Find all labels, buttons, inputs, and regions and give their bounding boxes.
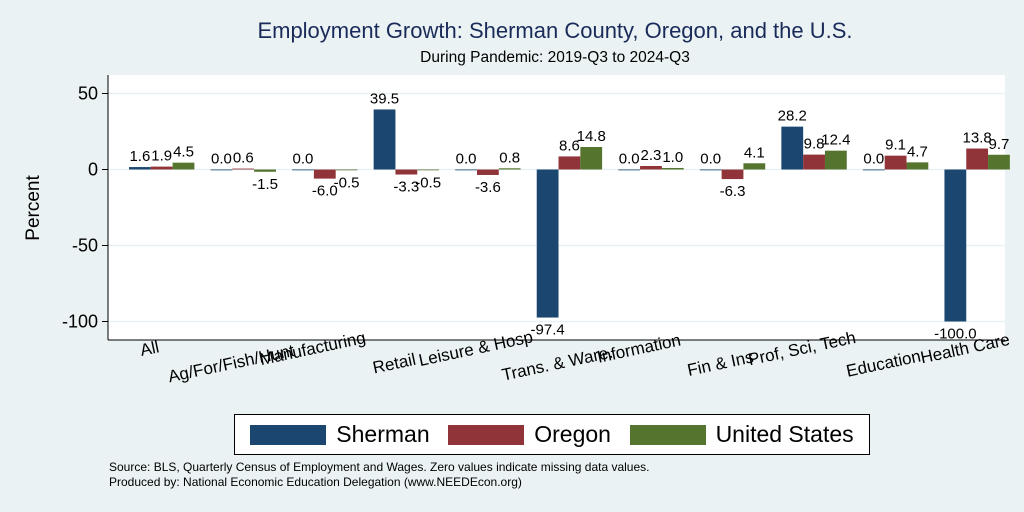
bar-united-states	[988, 154, 1010, 170]
source-note: Source: BLS, Quarterly Census of Employm…	[109, 460, 650, 474]
legend-swatch-oregon	[448, 424, 525, 445]
y-tick-label: 50	[78, 84, 98, 104]
data-label: 4.5	[173, 144, 194, 161]
data-label: 28.2	[778, 108, 807, 125]
bar-sherman	[373, 109, 396, 170]
y-axis-label: Percent	[23, 175, 44, 241]
data-label: -0.5	[334, 174, 360, 191]
data-label: 0.0	[211, 151, 232, 168]
x-tick-label: All	[138, 337, 160, 360]
bar-united-states	[172, 162, 195, 170]
bar-united-states	[906, 162, 929, 170]
bar-oregon	[476, 169, 499, 175]
data-label: 0.0	[456, 151, 477, 168]
x-tick-label: Fin & Ins	[686, 347, 756, 380]
bar-oregon	[803, 154, 825, 170]
data-label: 1.6	[129, 148, 150, 165]
data-label: -100.0	[934, 326, 977, 343]
data-label: 9.7	[989, 136, 1010, 153]
bar-sherman	[455, 169, 477, 171]
bar-united-states	[743, 163, 766, 170]
bar-oregon	[150, 166, 173, 170]
legend-label: Sherman	[336, 421, 430, 447]
bar-oregon	[721, 169, 744, 180]
bar-united-states	[498, 168, 521, 170]
data-label: -3.6	[475, 179, 501, 196]
data-label: 8.6	[559, 137, 580, 154]
chart-subtitle: During Pandemic: 2019-Q3 to 2024-Q3	[420, 49, 690, 66]
data-label: -1.5	[252, 176, 278, 193]
x-tick-label: Education	[845, 346, 923, 380]
bar-united-states	[824, 150, 847, 170]
producer-note: Produced by: National Economic Education…	[109, 475, 522, 489]
legend-label: Oregon	[534, 421, 611, 447]
bar-sherman	[699, 169, 722, 171]
data-label: 1.0	[662, 149, 683, 166]
data-label: 12.4	[821, 132, 850, 149]
bar-sherman	[536, 169, 559, 318]
y-tick-label: 0	[88, 160, 98, 180]
legend-item-united-states: United States	[629, 421, 854, 448]
bar-oregon	[640, 166, 662, 170]
y-ticks: 50 0 -50 -100	[62, 84, 108, 332]
legend: Sherman Oregon United States	[234, 414, 870, 455]
legend-item-oregon: Oregon	[448, 421, 611, 448]
legend-swatch-united-states	[629, 424, 706, 445]
bar-oregon	[395, 169, 418, 175]
data-label: -6.3	[720, 183, 746, 200]
data-labels: 1.6 1.9 4.5 0.0 0.6-1.50.0-6.0-0.539.5-3.3-0…	[129, 90, 1009, 342]
data-label: -0.5	[415, 174, 441, 191]
data-label: 1.9	[151, 148, 172, 165]
bar-sherman	[618, 169, 641, 171]
y-tick-label: -50	[72, 236, 98, 256]
data-label: -3.3	[393, 179, 419, 196]
data-label: -97.4	[531, 322, 565, 339]
data-label: 0.0	[293, 151, 314, 168]
data-label: 13.8	[963, 130, 992, 147]
footer: Source: BLS, Quarterly Census of Employm…	[109, 460, 649, 490]
data-label: 0.6	[233, 150, 254, 167]
bar-sherman	[862, 169, 885, 171]
bars	[129, 109, 1010, 322]
bar-sherman	[944, 169, 967, 322]
legend-item-sherman: Sherman	[250, 421, 430, 448]
bar-united-states	[417, 169, 440, 171]
data-label: 4.7	[907, 143, 928, 160]
data-label: 0.0	[619, 151, 640, 168]
data-label: -6.0	[312, 183, 338, 200]
bar-united-states	[335, 169, 358, 171]
bar-sherman	[210, 169, 233, 171]
legend-swatch-sherman	[250, 424, 327, 445]
data-label: 0.8	[499, 149, 520, 166]
bar-sherman	[129, 167, 151, 170]
chart-title: Employment Growth: Sherman County, Orego…	[257, 18, 853, 43]
data-label: 0.0	[863, 151, 884, 168]
data-label: 0.0	[700, 151, 721, 168]
data-label: 9.1	[885, 137, 906, 154]
data-label: 9.8	[804, 136, 825, 153]
x-tick-label: Retail	[371, 350, 417, 378]
data-label: 39.5	[370, 90, 399, 107]
bar-oregon	[232, 168, 255, 170]
bar-sherman	[781, 126, 804, 170]
data-label: 14.8	[577, 128, 606, 145]
data-label: 2.3	[641, 147, 662, 164]
data-label: 4.1	[744, 144, 765, 161]
legend-label: United States	[715, 421, 854, 447]
bar-united-states	[661, 167, 684, 170]
bar-oregon	[966, 148, 989, 170]
bar-oregon	[884, 155, 907, 170]
bar-oregon	[313, 169, 336, 179]
y-tick-label: -100	[62, 312, 98, 332]
bar-oregon	[558, 156, 581, 170]
bar-united-states	[580, 147, 603, 170]
bar-sherman	[292, 169, 314, 171]
bar-united-states	[254, 169, 276, 172]
